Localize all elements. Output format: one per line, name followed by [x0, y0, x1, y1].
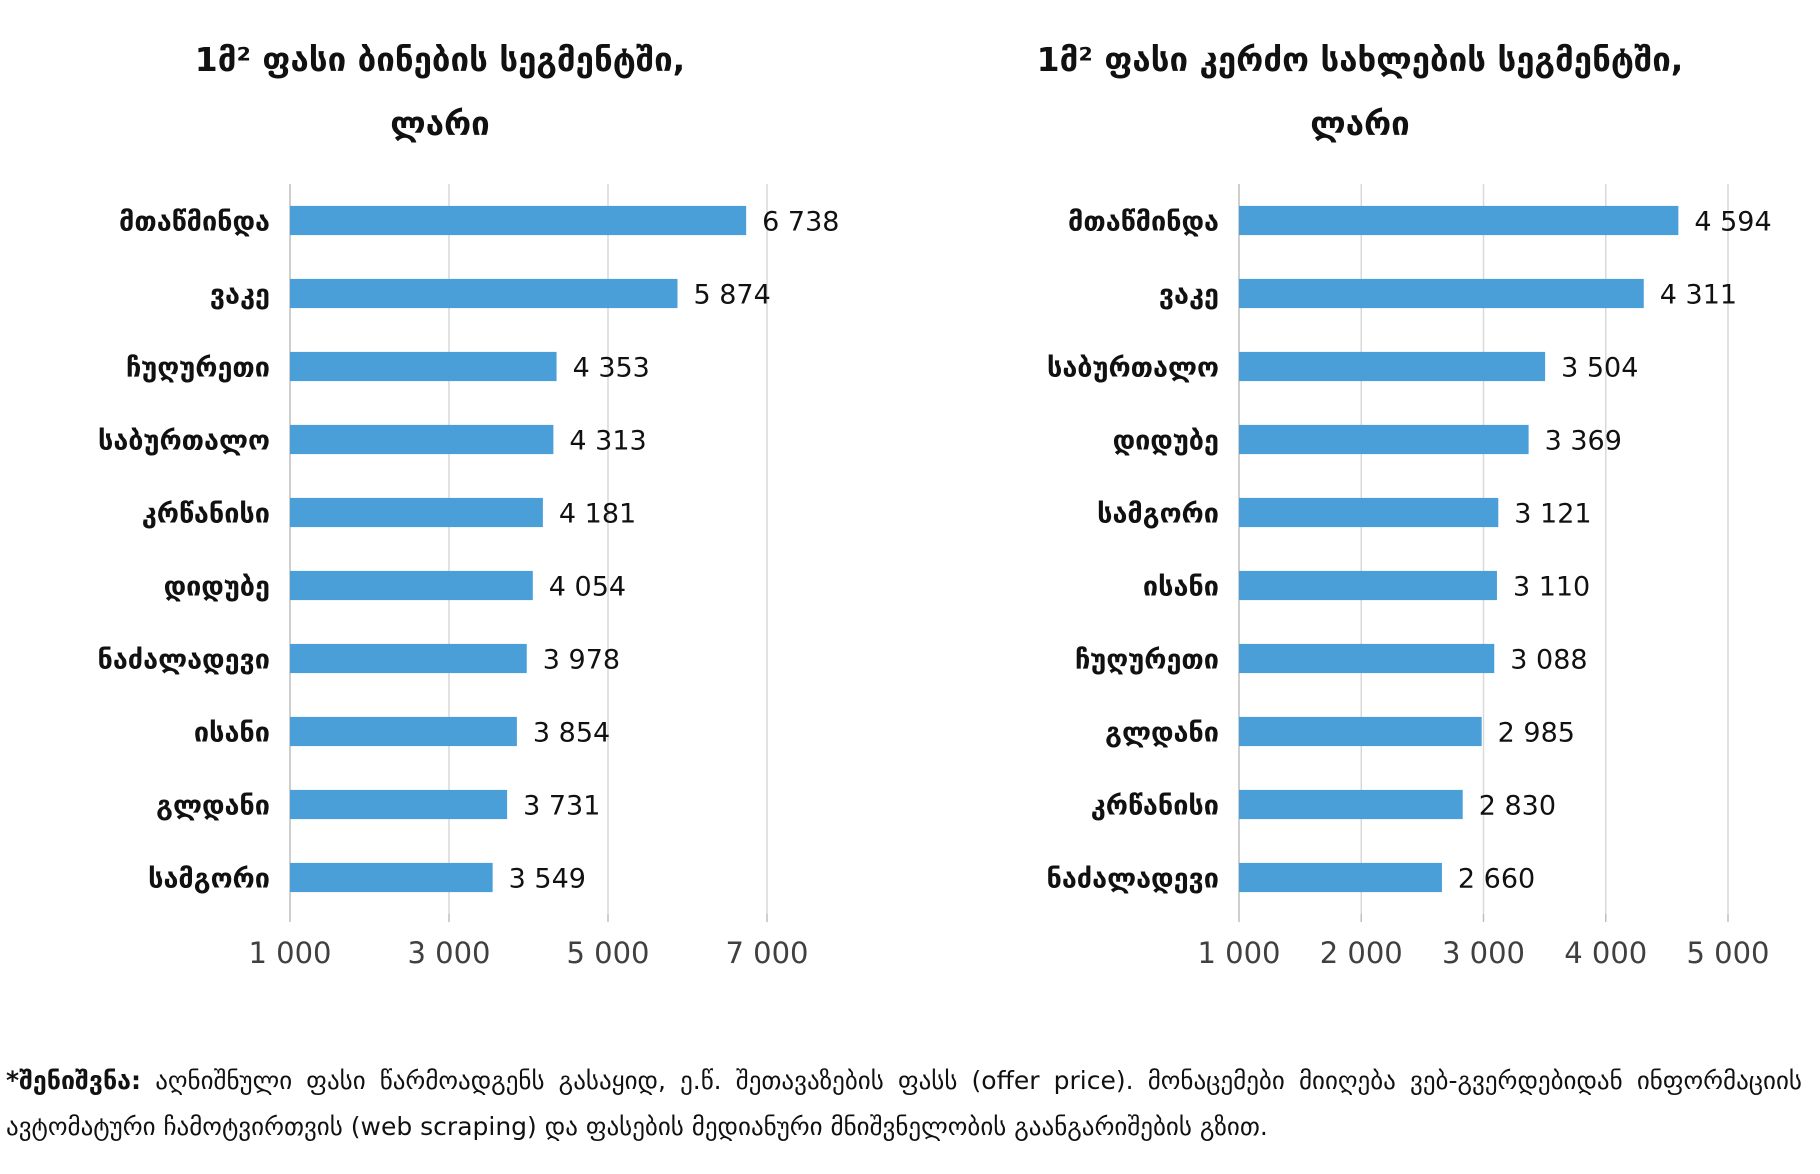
category-label: ისანი — [194, 718, 270, 749]
data-label: 4 313 — [569, 426, 646, 457]
bar — [290, 497, 543, 528]
data-label: 4 594 — [1694, 207, 1771, 238]
bar — [1239, 643, 1495, 674]
bar — [290, 278, 678, 309]
data-label: 3 110 — [1513, 572, 1590, 603]
data-label: 3 088 — [1510, 645, 1587, 676]
data-label: 3 369 — [1545, 426, 1622, 457]
data-label: 3 504 — [1561, 353, 1638, 384]
bar — [1239, 716, 1482, 747]
category-label: გლდანი — [1105, 718, 1219, 749]
chart-plot-private-houses: 1 000 2 000 3 000 4 000 5 000 მთაწმინდა 4 594 ვ… — [1047, 184, 1772, 970]
chart-title: 1მ² ფასი ბინების სეგმენტში, ლარი — [60, 28, 820, 156]
footnote-text: აღნიშნული ფასი წარმოადგენს გასაყიდ, ე.წ.… — [6, 1066, 1802, 1141]
data-label: 3 978 — [543, 645, 620, 676]
data-label: 4 181 — [559, 499, 636, 530]
bar — [1239, 424, 1529, 455]
bar — [290, 716, 517, 747]
bar — [1239, 205, 1679, 236]
category-label: ვაკე — [210, 280, 270, 311]
data-label: 6 738 — [762, 207, 839, 238]
data-label: 4 353 — [573, 353, 650, 384]
bar — [290, 205, 747, 236]
category-label: სამგორი — [148, 864, 270, 895]
data-label: 5 874 — [693, 280, 770, 311]
data-label: 2 985 — [1498, 718, 1575, 749]
data-label: 2 830 — [1479, 791, 1556, 822]
bar — [1239, 497, 1499, 528]
footnote-label: *შენიშვნა: — [6, 1066, 142, 1095]
category-label: ჩუღურეთი — [126, 353, 270, 384]
bar — [1239, 278, 1644, 309]
category-label: კრწანისი — [1091, 791, 1219, 822]
chart-plot-apartments: 1 000 3 000 5 000 7 000 მთაწმინდა 6 738 ვაკე 5 … — [98, 184, 839, 970]
chart-title: 1მ² ფასი კერძო სახლების სეგმენტში, ლარი — [910, 28, 1810, 156]
data-label: 3 731 — [523, 791, 600, 822]
bar — [290, 862, 493, 893]
x-tick-label: 1 000 — [1197, 936, 1280, 970]
category-label: საბურთალო — [1047, 353, 1219, 384]
x-tick-label: 7 000 — [725, 936, 808, 970]
category-label: ჩუღურეთი — [1075, 645, 1219, 676]
category-label: დიდუბე — [164, 572, 270, 603]
bar — [1239, 789, 1463, 820]
data-label: 3 121 — [1514, 499, 1591, 530]
x-tick-label: 3 000 — [1442, 936, 1525, 970]
chart-private-houses: 1მ² ფასი კერძო სახლების სეგმენტში, ლარი … — [910, 0, 1820, 1000]
chart-title-line1: 1მ² ფასი ბინების სეგმენტში, — [194, 40, 686, 79]
chart-title-line1: 1მ² ფასი კერძო სახლების სეგმენტში, — [1036, 40, 1684, 79]
x-tick-label: 2 000 — [1320, 936, 1403, 970]
category-label: ნაძალადევი — [1047, 864, 1220, 895]
chart-apartments: 1მ² ფასი ბინების სეგმენტში, ლარი 1 000 3 … — [0, 0, 910, 1000]
data-label: 3 549 — [509, 864, 586, 895]
bar — [290, 643, 527, 674]
data-label: 4 311 — [1660, 280, 1737, 311]
category-label: საბურთალო — [98, 426, 270, 457]
data-label: 3 854 — [533, 718, 610, 749]
bar — [290, 789, 508, 820]
bar — [1239, 570, 1497, 601]
bar — [290, 424, 554, 455]
chart-title-line2: ლარი — [1310, 104, 1410, 143]
category-label: ნაძალადევი — [98, 645, 271, 676]
bar — [1239, 351, 1546, 382]
bar — [290, 351, 557, 382]
x-tick-label: 3 000 — [407, 936, 490, 970]
category-label: ისანი — [1143, 572, 1219, 603]
footnote: *შენიშვნა: აღნიშნული ფასი წარმოადგენს გა… — [6, 1058, 1802, 1150]
data-label: 2 660 — [1458, 864, 1535, 895]
category-label: მთაწმინდა — [119, 207, 270, 238]
x-tick-label: 4 000 — [1564, 936, 1647, 970]
chart-title-line2: ლარი — [390, 104, 490, 143]
category-label: გლდანი — [156, 791, 270, 822]
x-tick-label: 5 000 — [566, 936, 649, 970]
category-label: დიდუბე — [1113, 426, 1219, 457]
category-label: ვაკე — [1159, 280, 1219, 311]
x-tick-label: 5 000 — [1686, 936, 1769, 970]
category-label: კრწანისი — [142, 499, 270, 530]
category-label: სამგორი — [1097, 499, 1219, 530]
x-tick-label: 1 000 — [248, 936, 331, 970]
bar — [1239, 862, 1442, 893]
data-label: 4 054 — [549, 572, 626, 603]
category-label: მთაწმინდა — [1068, 207, 1219, 238]
bar — [290, 570, 533, 601]
